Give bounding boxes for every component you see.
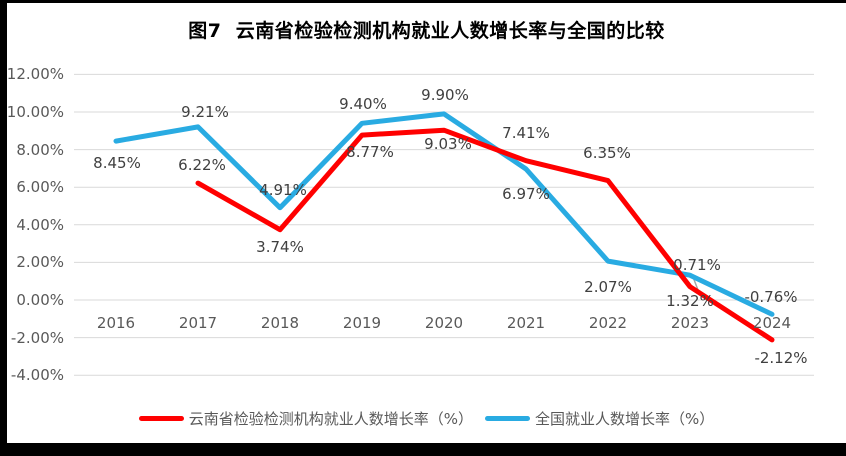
data-label-yunnan: 6.35% xyxy=(583,143,631,162)
series-line-national xyxy=(113,111,775,317)
y-axis-tick-label: 6.00% xyxy=(16,178,64,197)
data-label-national: 2.07% xyxy=(584,278,632,297)
data-label-national: 9.21% xyxy=(181,102,229,121)
data-label-yunnan: 3.74% xyxy=(256,237,304,256)
legend-label-national: 全国就业人数增长率（%） xyxy=(535,410,715,428)
data-label-national: 8.45% xyxy=(93,154,141,173)
data-label-national: 1.32% xyxy=(666,292,714,311)
data-label-yunnan: 7.41% xyxy=(502,123,550,142)
x-axis-tick-label: 2017 xyxy=(178,314,218,332)
y-axis-tick-label: 2.00% xyxy=(16,253,64,272)
y-axis-tick-label: 8.00% xyxy=(16,140,64,159)
legend-swatch-national-line xyxy=(485,416,530,421)
legend-item-national: 全国就业人数增长率（%） xyxy=(485,408,714,429)
x-axis-tick-label: 2018 xyxy=(260,314,300,332)
data-label-yunnan: 8.77% xyxy=(346,143,394,162)
legend-label-yunnan: 云南省检验检测机构就业人数增长率（%） xyxy=(188,410,473,428)
data-label-national: -0.76% xyxy=(744,288,798,307)
y-axis-tick-label: 10.00% xyxy=(6,103,64,121)
chart-background xyxy=(7,3,846,443)
x-axis-tick-label: 2022 xyxy=(588,314,628,332)
chart-title: 图7 云南省检验检测机构就业人数增长率与全国的比较 xyxy=(188,20,665,42)
y-axis-tick-label: -4.00% xyxy=(10,366,64,385)
y-axis-tick-label: 4.00% xyxy=(16,215,64,234)
y-axis-tick-label: 0.00% xyxy=(16,291,64,309)
x-axis-tick-label: 2019 xyxy=(342,314,382,332)
data-label-yunnan: 9.03% xyxy=(424,135,472,154)
data-label-yunnan: -2.12% xyxy=(754,348,808,367)
data-label-national: 9.90% xyxy=(421,85,469,104)
series-line-yunnan xyxy=(195,127,775,343)
x-axis-tick-label: 2020 xyxy=(424,314,464,332)
legend-item-yunnan: 云南省检验检测机构就业人数增长率（%） xyxy=(138,408,473,429)
data-label-national: 6.97% xyxy=(502,184,550,203)
y-axis-tick-label: 12.00% xyxy=(6,65,64,84)
data-label-national: 4.91% xyxy=(259,180,307,199)
x-axis-tick-label: 2016 xyxy=(96,314,136,332)
legend-swatch-yunnan-line xyxy=(138,416,184,421)
data-label-yunnan: 0.71% xyxy=(673,255,721,274)
data-label-national: 9.40% xyxy=(339,95,387,114)
x-axis-tick-label: 2021 xyxy=(506,314,546,332)
data-label-yunnan: 6.22% xyxy=(178,156,226,175)
legend: 云南省检验检测机构就业人数增长率（%） 全国就业人数增长率（%） xyxy=(7,408,846,429)
y-axis-tick-label: -2.00% xyxy=(10,328,64,347)
x-axis-tick-label: 2024 xyxy=(752,314,792,332)
x-axis-tick-label: 2023 xyxy=(670,314,710,332)
